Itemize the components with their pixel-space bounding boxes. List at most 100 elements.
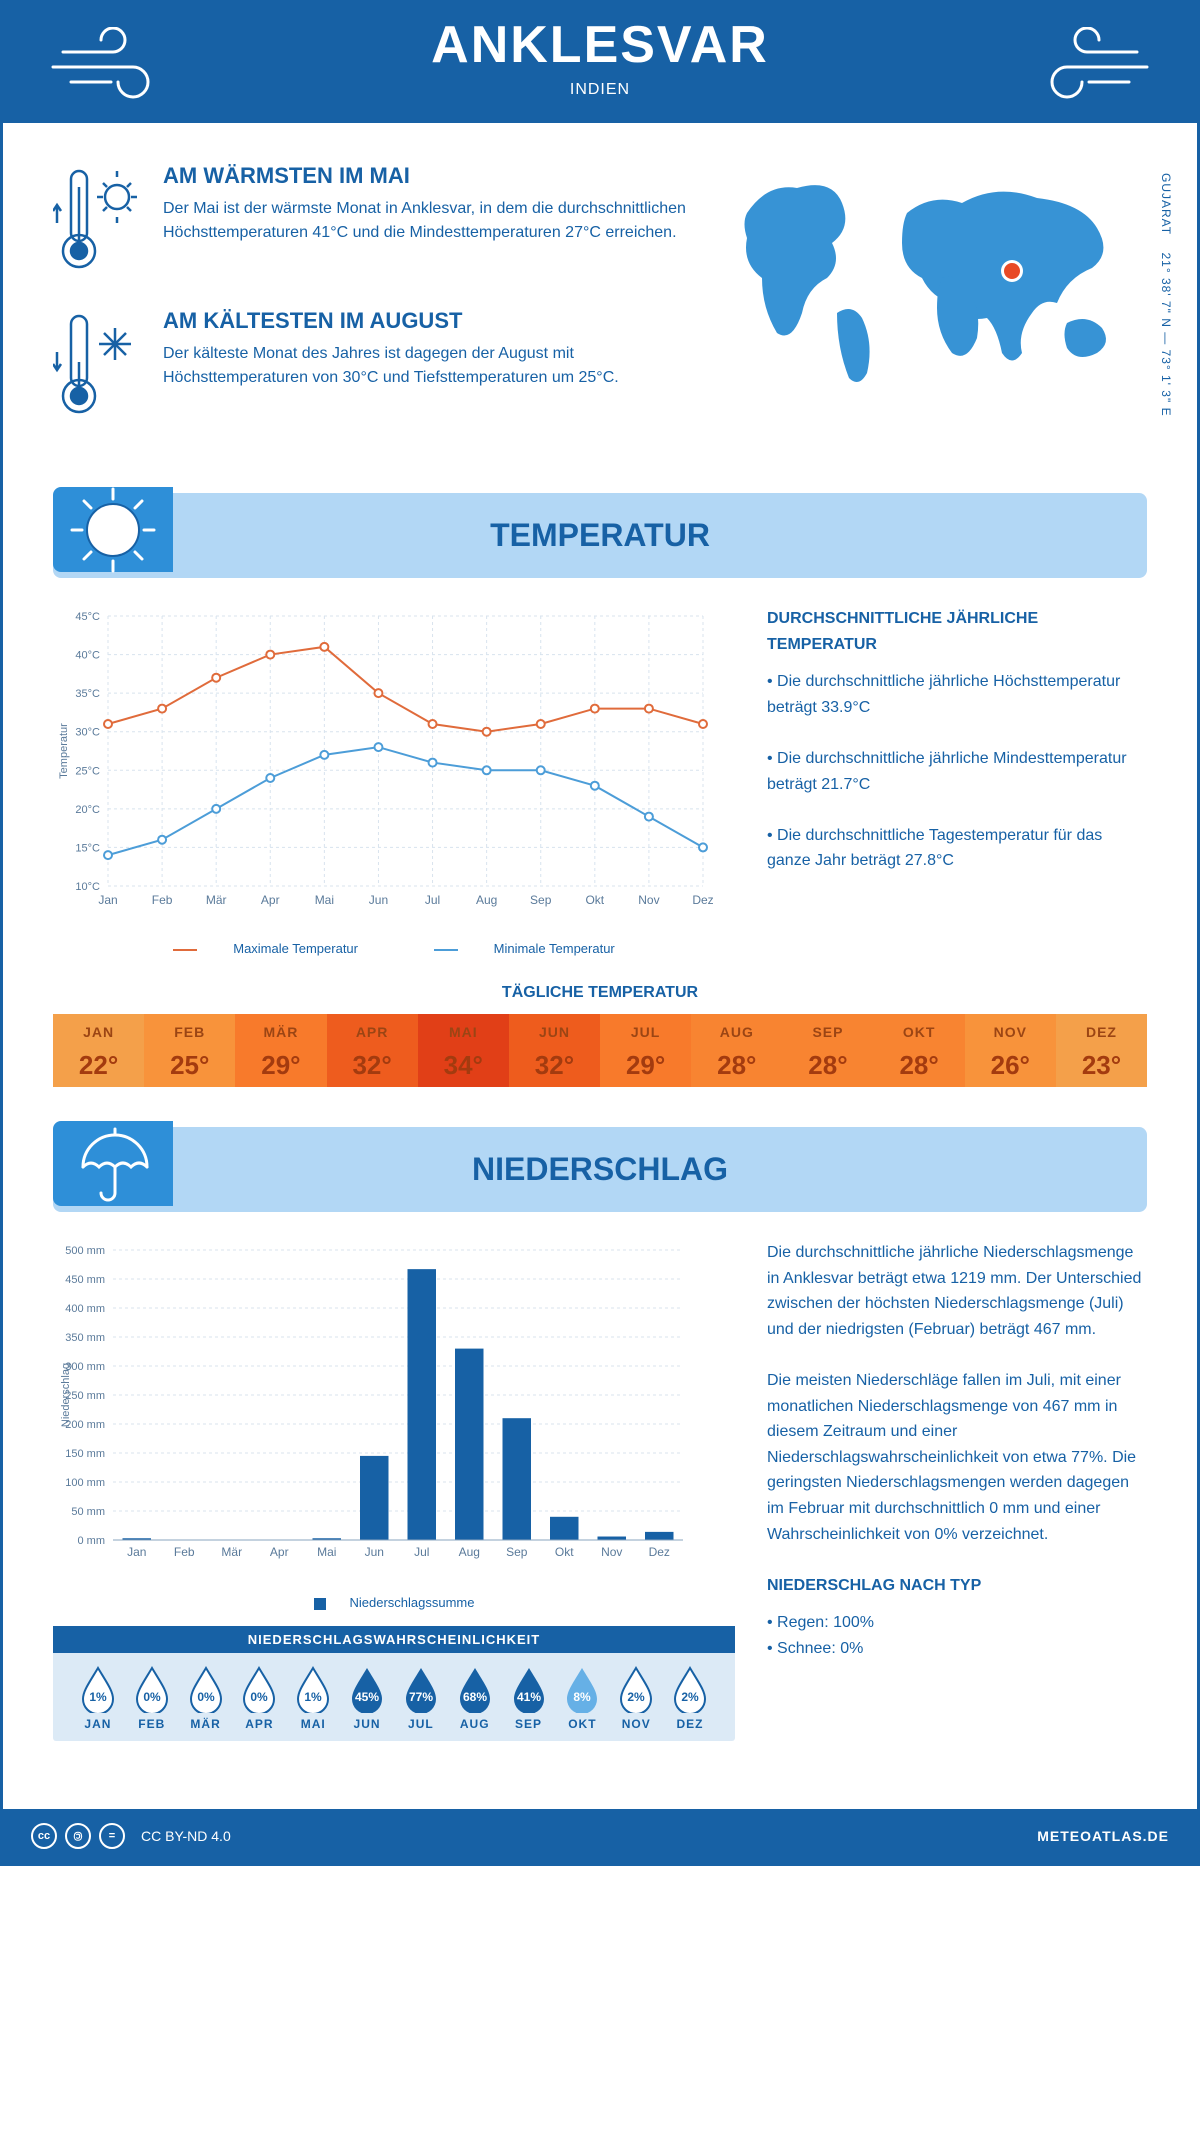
svg-text:Mär: Mär (221, 1545, 242, 1559)
rain-legend: Niederschlagssumme (53, 1595, 735, 1610)
prob-cell: 41% SEP (502, 1665, 556, 1731)
svg-text:8%: 8% (574, 1690, 592, 1704)
svg-text:0%: 0% (251, 1690, 269, 1704)
prob-cell: 0% FEB (125, 1665, 179, 1731)
fact-warmest: AM WÄRMSTEN IM MAI Der Mai ist der wärms… (53, 163, 687, 278)
svg-text:150 mm: 150 mm (65, 1448, 105, 1460)
prob-cell: 77% JUL (394, 1665, 448, 1731)
license-text: CC BY-ND 4.0 (141, 1828, 231, 1844)
fact-cold-text: Der kälteste Monat des Jahres ist dagege… (163, 342, 687, 390)
svg-text:45%: 45% (355, 1690, 379, 1704)
site-name: METEOATLAS.DE (1037, 1828, 1169, 1844)
svg-text:2%: 2% (628, 1690, 646, 1704)
temp-cell: APR32° (327, 1014, 418, 1087)
fact-warm-text: Der Mai ist der wärmste Monat in Anklesv… (163, 197, 687, 245)
content: AM WÄRMSTEN IM MAI Der Mai ist der wärms… (3, 123, 1197, 1809)
svg-text:Mai: Mai (315, 893, 334, 907)
svg-text:Apr: Apr (270, 1545, 289, 1559)
temperature-line-chart: 10°C15°C20°C25°C30°C35°C40°C45°CJanFebMä… (53, 606, 735, 956)
wind-icon (43, 27, 173, 112)
svg-text:100 mm: 100 mm (65, 1477, 105, 1489)
precip-probability-box: NIEDERSCHLAGSWAHRSCHEINLICHKEIT 1% JAN 0… (53, 1626, 735, 1741)
temp-cell: JAN22° (53, 1014, 144, 1087)
temp-cell: MAI34° (418, 1014, 509, 1087)
prob-cell: 1% JAN (71, 1665, 125, 1731)
svg-text:0 mm: 0 mm (78, 1535, 106, 1547)
prob-cell: 1% MAI (286, 1665, 340, 1731)
prob-title: NIEDERSCHLAGSWAHRSCHEINLICHKEIT (53, 1626, 735, 1653)
svg-text:0%: 0% (143, 1690, 161, 1704)
svg-text:Nov: Nov (638, 893, 659, 907)
wind-icon (1027, 27, 1157, 112)
prob-cell: 8% OKT (555, 1665, 609, 1731)
world-map: GUJARAT 21° 38' 7" N — 73° 1' 3" E (727, 163, 1147, 453)
page-subtitle: INDIEN (3, 81, 1197, 99)
thermometer-sun-icon (53, 163, 143, 278)
svg-text:Jul: Jul (425, 893, 440, 907)
precipitation-bar-chart: 0 mm50 mm100 mm150 mm200 mm250 mm300 mm3… (53, 1240, 693, 1580)
svg-text:350 mm: 350 mm (65, 1332, 105, 1344)
svg-text:40°C: 40°C (75, 650, 100, 662)
rain-p1: Die durchschnittliche jährliche Niedersc… (767, 1240, 1147, 1342)
temp-bullet: • Die durchschnittliche jährliche Höchst… (767, 669, 1147, 720)
temp-cell: DEZ23° (1056, 1014, 1147, 1087)
temp-cell: OKT28° (874, 1014, 965, 1087)
by-icon: 🄯 (65, 1823, 91, 1849)
svg-text:68%: 68% (463, 1690, 487, 1704)
svg-text:Mär: Mär (206, 893, 227, 907)
svg-text:400 mm: 400 mm (65, 1303, 105, 1315)
svg-text:15°C: 15°C (75, 842, 100, 854)
section-banner-rain: NIEDERSCHLAG (53, 1127, 1147, 1212)
svg-text:Temperatur: Temperatur (58, 723, 70, 779)
temp-cell: AUG28° (691, 1014, 782, 1087)
svg-text:Jan: Jan (98, 893, 117, 907)
svg-text:Feb: Feb (152, 893, 173, 907)
svg-text:Niederschlag: Niederschlag (60, 1363, 72, 1427)
svg-text:10°C: 10°C (75, 881, 100, 893)
prob-cell: 0% APR (232, 1665, 286, 1731)
svg-text:1%: 1% (305, 1690, 323, 1704)
temp-bullet: • Die durchschnittliche jährliche Mindes… (767, 746, 1147, 797)
svg-text:Aug: Aug (459, 1545, 480, 1559)
svg-text:0%: 0% (197, 1690, 215, 1704)
svg-text:1%: 1% (89, 1690, 107, 1704)
rain-chart-row: 0 mm50 mm100 mm150 mm200 mm250 mm300 mm3… (53, 1240, 1147, 1741)
temp-cell: SEP28° (782, 1014, 873, 1087)
cc-icon: cc (31, 1823, 57, 1849)
svg-text:Sep: Sep (506, 1545, 528, 1559)
svg-text:20°C: 20°C (75, 804, 100, 816)
rain-summary: Die durchschnittliche jährliche Niedersc… (767, 1240, 1147, 1741)
temp-summary: DURCHSCHNITTLICHE JÄHRLICHE TEMPERATUR •… (767, 606, 1147, 956)
temp-cell: JUL29° (600, 1014, 691, 1087)
prob-cell: 0% MÄR (179, 1665, 233, 1731)
svg-text:Apr: Apr (261, 893, 280, 907)
rain-type-bullet: • Regen: 100% (767, 1610, 1147, 1636)
svg-text:25°C: 25°C (75, 765, 100, 777)
rain-type-bullet: • Schnee: 0% (767, 1636, 1147, 1662)
nd-icon: = (99, 1823, 125, 1849)
svg-text:Jun: Jun (365, 1545, 384, 1559)
footer: cc 🄯 = CC BY-ND 4.0 METEOATLAS.DE (3, 1809, 1197, 1863)
svg-text:77%: 77% (409, 1690, 433, 1704)
header: ANKLESVAR INDIEN (3, 3, 1197, 123)
coordinates: GUJARAT 21° 38' 7" N — 73° 1' 3" E (1159, 173, 1173, 417)
svg-text:Okt: Okt (585, 893, 604, 907)
temp-chart-row: 10°C15°C20°C25°C30°C35°C40°C45°CJanFebMä… (53, 606, 1147, 956)
svg-text:500 mm: 500 mm (65, 1245, 105, 1257)
svg-text:2%: 2% (681, 1690, 699, 1704)
svg-text:Jul: Jul (414, 1545, 429, 1559)
svg-text:Sep: Sep (530, 893, 552, 907)
top-row: AM WÄRMSTEN IM MAI Der Mai ist der wärms… (53, 163, 1147, 453)
svg-text:Nov: Nov (601, 1545, 622, 1559)
svg-text:Jun: Jun (369, 893, 388, 907)
svg-text:Feb: Feb (174, 1545, 195, 1559)
thermometer-snow-icon (53, 308, 143, 423)
svg-text:41%: 41% (517, 1690, 541, 1704)
rain-p2: Die meisten Niederschläge fallen im Juli… (767, 1368, 1147, 1547)
umbrella-icon (53, 1121, 173, 1206)
facts-column: AM WÄRMSTEN IM MAI Der Mai ist der wärms… (53, 163, 687, 453)
svg-text:35°C: 35°C (75, 688, 100, 700)
license-block: cc 🄯 = CC BY-ND 4.0 (31, 1823, 231, 1849)
sun-icon (53, 487, 173, 572)
temp-cell: NOV26° (965, 1014, 1056, 1087)
